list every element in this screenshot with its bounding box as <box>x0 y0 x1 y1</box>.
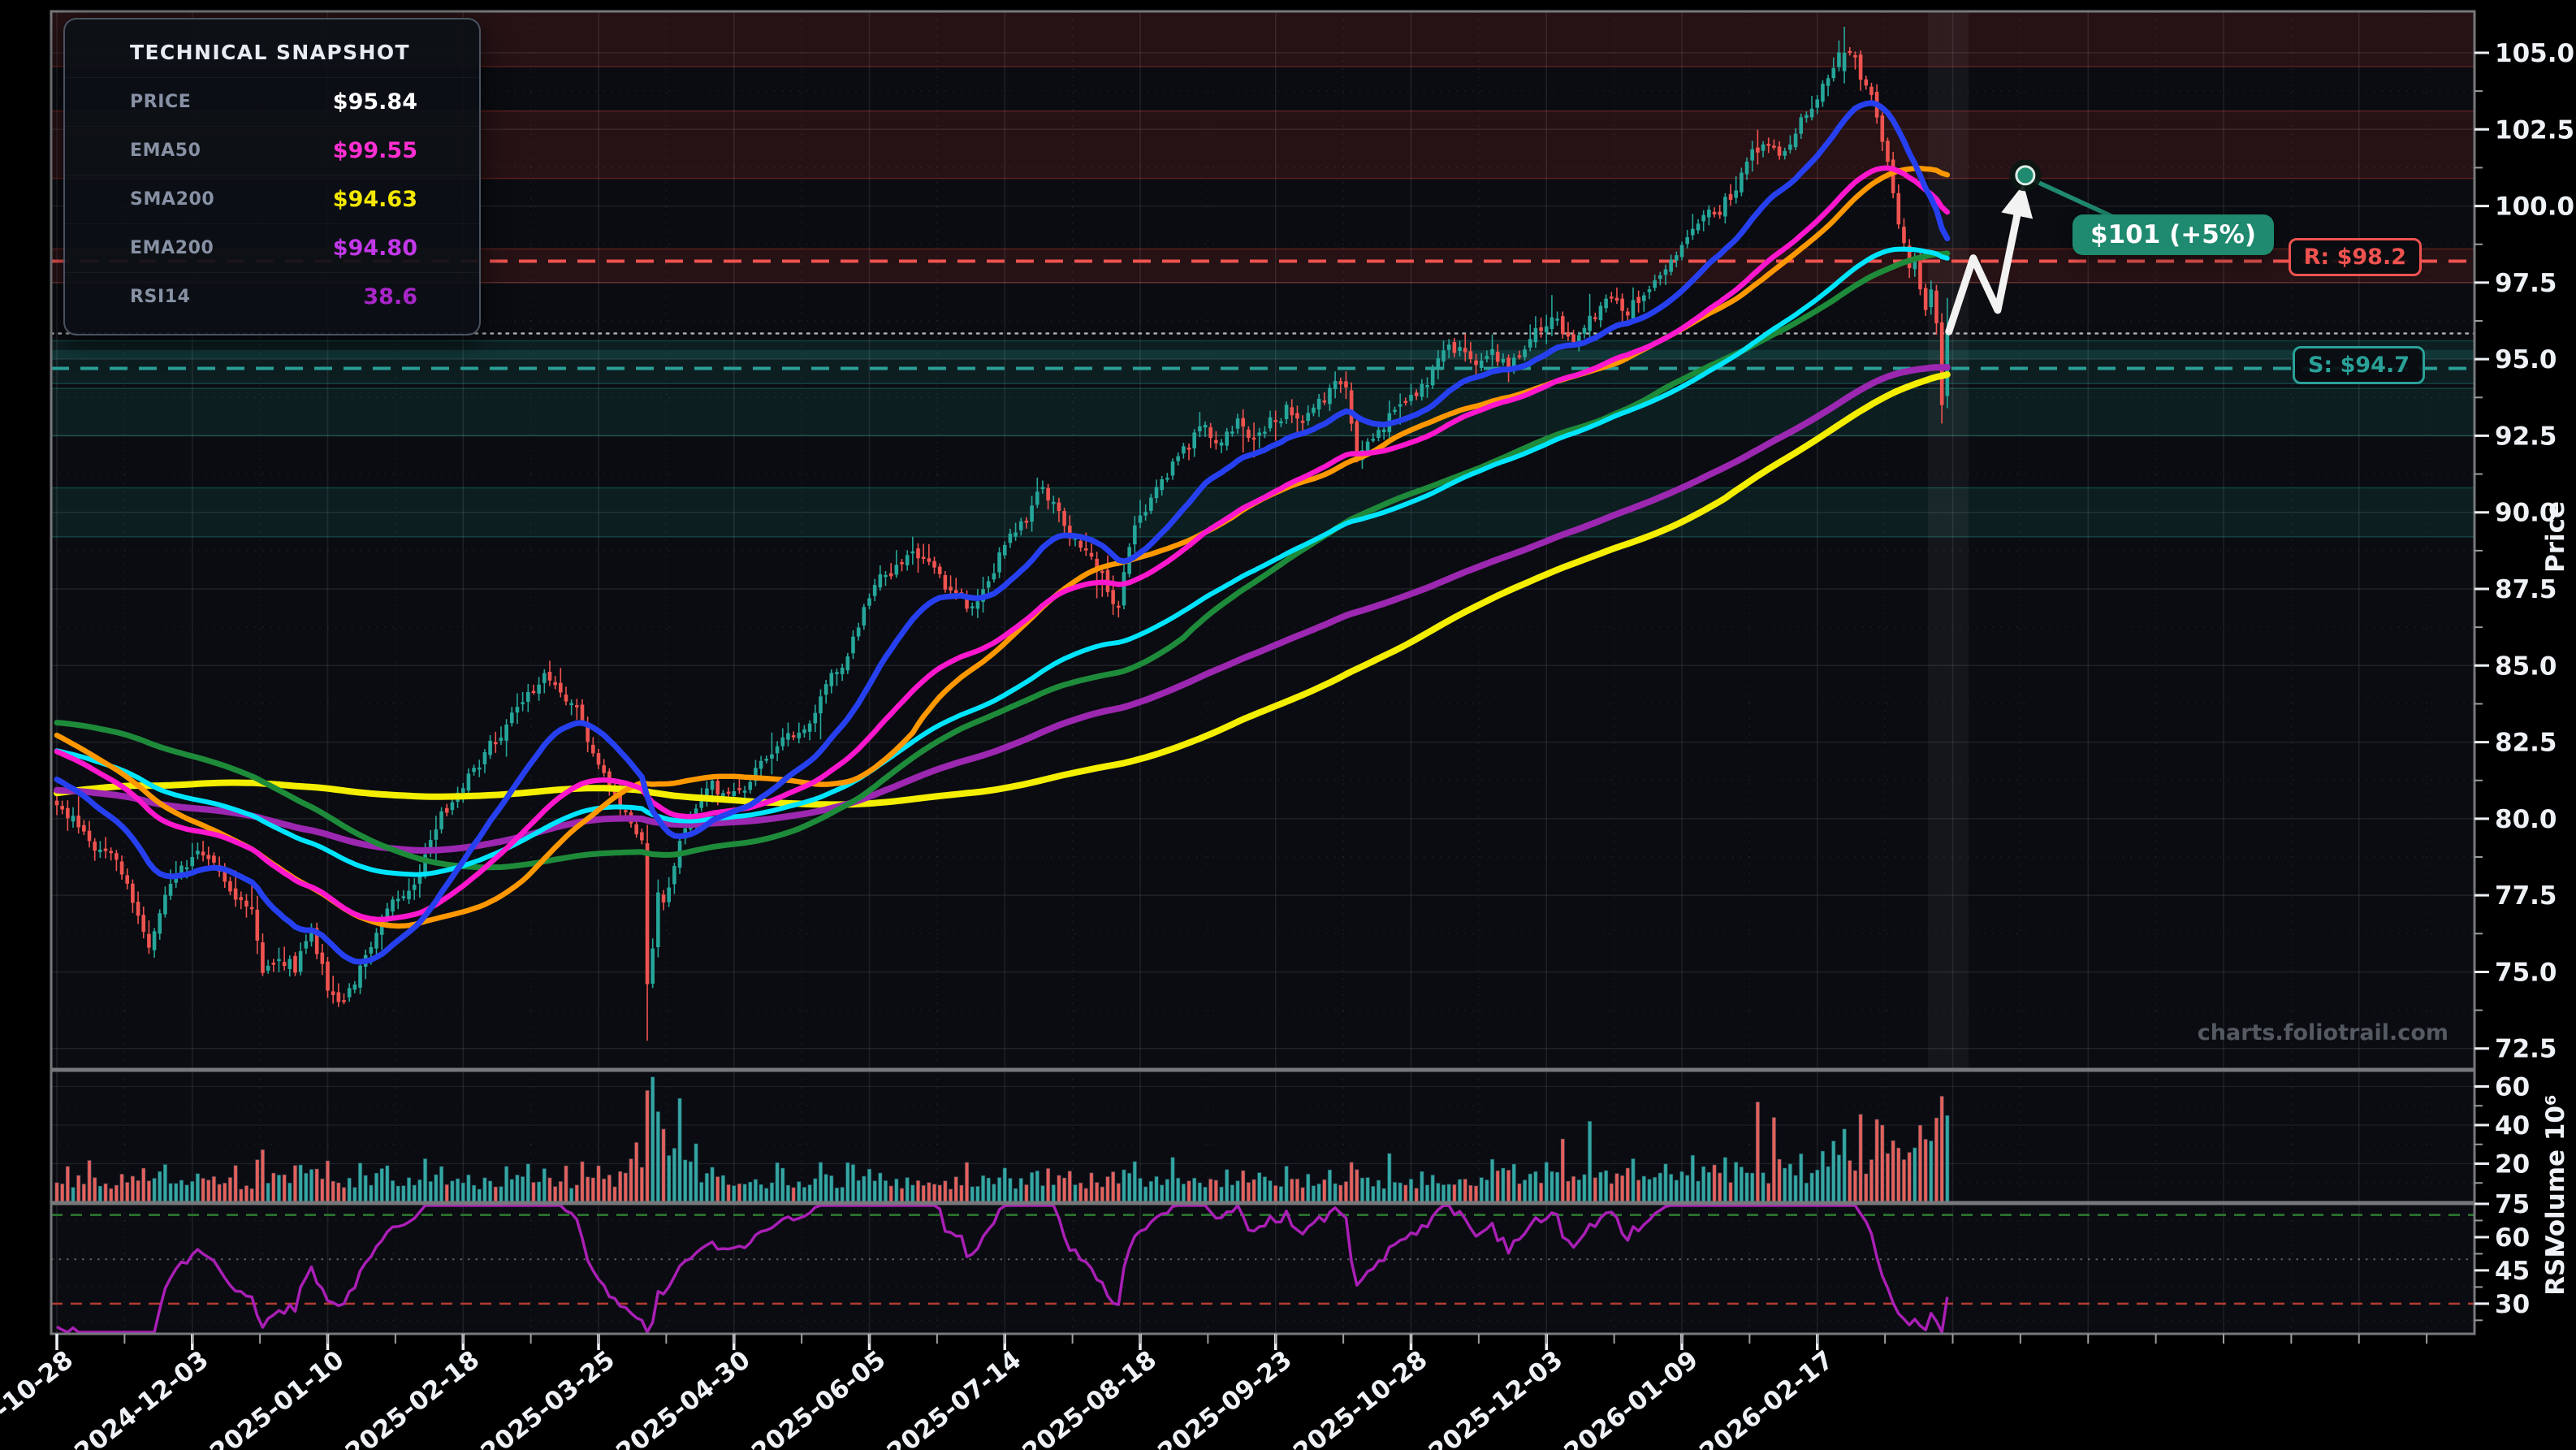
price-target-annotation: $101 (+5%) <box>2072 214 2275 255</box>
x-tick-label: 2025-04-30 <box>611 1345 755 1450</box>
svg-text:105.0: 105.0 <box>2495 39 2574 68</box>
x-tick-label: 2025-02-18 <box>340 1345 485 1450</box>
snapshot-value: 38.6 <box>363 284 417 309</box>
x-tick-label: 2025-03-25 <box>476 1345 620 1450</box>
technical-snapshot-panel: TECHNICAL SNAPSHOT PRICE $95.84 EMA50 $9… <box>63 18 481 335</box>
x-tick-label: 2025-12-03 <box>1424 1345 1568 1450</box>
ma-line-SMA100 <box>54 250 1951 871</box>
rsi-axis-title: RSI <box>2541 1249 2570 1296</box>
snapshot-value: $94.63 <box>332 187 417 212</box>
ma-line-EMA20 <box>54 100 1951 965</box>
candlestick-series <box>54 26 1950 1041</box>
svg-text:77.5: 77.5 <box>2495 881 2557 911</box>
x-tick-label: 2025-08-18 <box>1018 1345 1162 1450</box>
projection-arrow <box>1945 184 2034 335</box>
svg-text:90.0: 90.0 <box>2495 499 2557 528</box>
snapshot-row-sma200: SMA200 $94.63 <box>65 175 479 223</box>
svg-text:80.0: 80.0 <box>2495 805 2557 834</box>
snapshot-value: $95.84 <box>332 89 417 115</box>
ma-line-EMA50 <box>54 165 1951 923</box>
svg-text:95.0: 95.0 <box>2495 345 2557 374</box>
moving-averages <box>54 100 1951 965</box>
snapshot-row-ema200: EMA200 $94.80 <box>65 223 479 272</box>
svg-text:97.5: 97.5 <box>2495 269 2557 298</box>
watermark: charts.foliotrail.com <box>2197 1020 2448 1045</box>
x-tick-label: 2025-01-10 <box>205 1345 349 1450</box>
ma-line-EMA100 <box>54 246 1950 877</box>
snapshot-row-price: PRICE $95.84 <box>65 77 479 126</box>
x-tick-label: 2024-12-03 <box>69 1345 214 1450</box>
recent-period-highlight <box>1928 11 1969 1069</box>
volume-bars <box>54 1076 1950 1202</box>
svg-text:75.0: 75.0 <box>2495 958 2557 987</box>
svg-text:100.0: 100.0 <box>2495 193 2574 222</box>
snapshot-row-rsi14: RSI14 38.6 <box>65 272 479 321</box>
ma-line-SMA200 <box>54 371 1951 808</box>
svg-text:60: 60 <box>2495 1223 2530 1253</box>
snapshot-label: PRICE <box>130 92 192 112</box>
x-tick-label: 2025-06-05 <box>746 1345 891 1450</box>
snapshot-label: SMA200 <box>130 189 215 210</box>
target-price-marker <box>2015 165 2036 186</box>
svg-text:20: 20 <box>2495 1150 2530 1179</box>
snapshot-row-ema50: EMA50 $99.55 <box>65 126 479 175</box>
x-tick-label: 2024-10-28 <box>0 1345 79 1450</box>
svg-text:102.5: 102.5 <box>2495 115 2574 145</box>
snapshot-value: $99.55 <box>332 138 417 163</box>
snapshot-label: EMA200 <box>130 238 214 258</box>
svg-text:45: 45 <box>2495 1257 2530 1286</box>
svg-text:60: 60 <box>2495 1073 2530 1102</box>
x-tick-label: 2025-07-14 <box>882 1345 1027 1450</box>
svg-text:72.5: 72.5 <box>2495 1035 2557 1064</box>
price-axis-title: Price <box>2541 500 2570 574</box>
snapshot-value: $94.80 <box>332 236 417 261</box>
resistance-level-label: R: $98.2 <box>2288 238 2422 277</box>
snapshot-label: EMA50 <box>130 141 201 161</box>
snapshot-label: RSI14 <box>130 287 191 307</box>
svg-text:82.5: 82.5 <box>2495 729 2557 758</box>
support-level-label: S: $94.7 <box>2292 346 2425 385</box>
svg-text:85.0: 85.0 <box>2495 651 2557 681</box>
svg-text:75: 75 <box>2495 1190 2530 1219</box>
svg-text:40: 40 <box>2495 1111 2530 1141</box>
x-tick-label: 2026-01-09 <box>1559 1345 1704 1450</box>
annotation-connector <box>2032 178 2115 219</box>
svg-text:87.5: 87.5 <box>2495 575 2557 604</box>
x-tick-label: 2025-10-28 <box>1288 1345 1433 1450</box>
svg-text:92.5: 92.5 <box>2495 422 2557 451</box>
svg-text:30: 30 <box>2495 1290 2530 1319</box>
projection-annotation-graphics <box>1945 159 2115 335</box>
rsi-panel-content <box>51 1204 2474 1334</box>
x-tick-label: 2025-09-23 <box>1152 1345 1297 1450</box>
snapshot-title: TECHNICAL SNAPSHOT <box>130 41 410 64</box>
ma-line-EMA200 <box>54 364 1951 854</box>
rsi-line <box>56 1204 1949 1334</box>
x-tick-label: 2026-02-17 <box>1694 1345 1839 1450</box>
